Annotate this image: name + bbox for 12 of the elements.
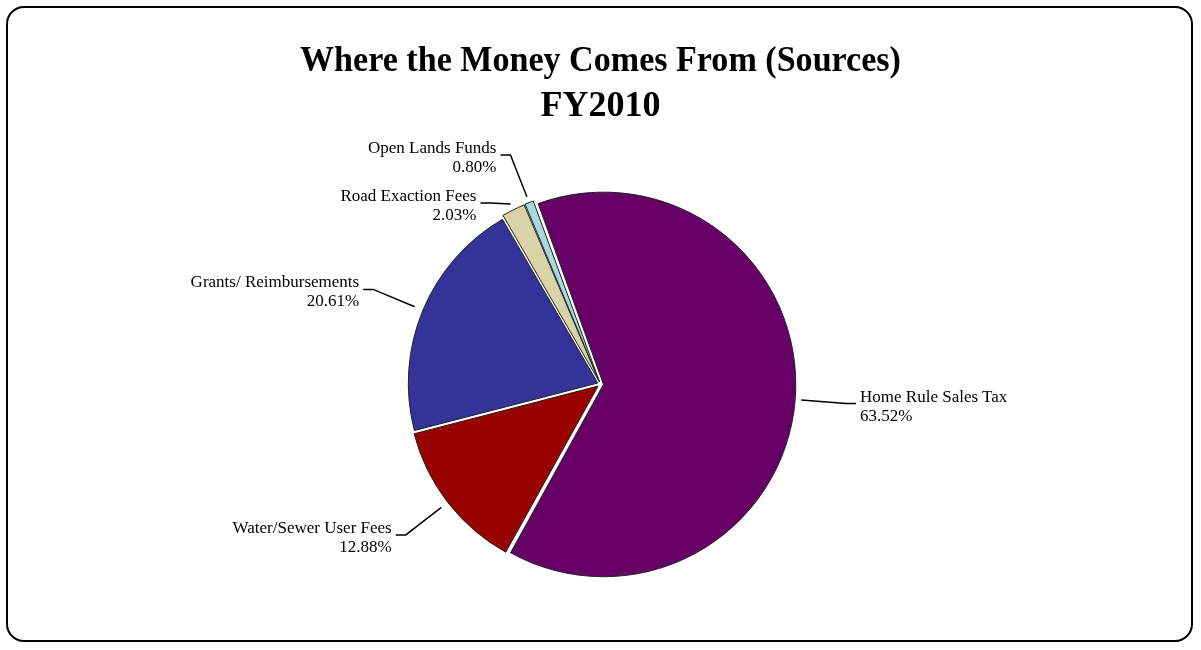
slice-label: Grants/ Reimbursements bbox=[190, 272, 360, 292]
chart-title: Where the Money Comes From (Sources) bbox=[300, 39, 901, 80]
data-label: 12.88% bbox=[339, 536, 392, 556]
slice-label: Road Exaction Fees bbox=[340, 185, 477, 205]
data-label: 63.52% bbox=[860, 405, 913, 425]
slice-label: Water/Sewer User Fees bbox=[232, 517, 392, 537]
data-label: 2.03% bbox=[432, 204, 477, 224]
slice-label: Home Rule Sales Tax bbox=[860, 386, 1008, 406]
slice-label: Open Lands Funds bbox=[368, 137, 497, 157]
data-label: 20.61% bbox=[306, 291, 360, 311]
data-label: 0.80% bbox=[452, 156, 497, 176]
chart-subtitle: FY2010 bbox=[540, 84, 661, 125]
